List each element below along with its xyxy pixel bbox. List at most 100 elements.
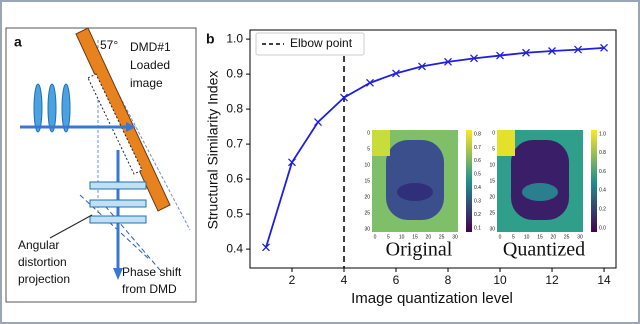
marker bbox=[314, 118, 322, 127]
inset-x-label: 0 bbox=[374, 234, 377, 240]
plot-area bbox=[249, 29, 617, 269]
inset-y-label: 25 bbox=[489, 210, 495, 216]
guide bbox=[99, 199, 161, 271]
colorbar-label: 0.7 bbox=[474, 145, 481, 151]
inset-x-label: 15 bbox=[412, 234, 418, 240]
colorbar-label: 0.5 bbox=[474, 172, 481, 178]
marker bbox=[392, 69, 400, 78]
x-tick-label: 14 bbox=[597, 273, 611, 287]
inset-y-label: 0 bbox=[367, 130, 370, 136]
loaded-image bbox=[87, 73, 143, 175]
inset-y-label: 20 bbox=[489, 194, 495, 200]
series-line bbox=[265, 46, 605, 248]
legend-label: Elbow point bbox=[290, 36, 353, 50]
colorbar-label: 0.3 bbox=[474, 198, 481, 204]
inset-x-label: 0 bbox=[499, 234, 502, 240]
distortion-label: projection bbox=[18, 272, 70, 286]
marker bbox=[522, 48, 530, 57]
inset-x-label: 30 bbox=[452, 234, 458, 240]
y-tick-label: 1.0 bbox=[226, 31, 243, 45]
colorbar bbox=[591, 130, 597, 232]
colorbar-label: 0.8 bbox=[474, 131, 481, 137]
inset-y-label: 15 bbox=[364, 178, 370, 184]
x-axis-title: Image quantization level bbox=[351, 290, 513, 307]
heatmap-region bbox=[386, 140, 444, 220]
marker bbox=[340, 93, 348, 102]
x-tick-label: 10 bbox=[493, 273, 507, 287]
lens bbox=[61, 83, 71, 133]
inset-x-label: 25 bbox=[564, 234, 570, 240]
inset-y-label: 10 bbox=[489, 162, 495, 168]
inset-y-label: 0 bbox=[492, 130, 495, 136]
marker bbox=[444, 57, 452, 66]
inset-x-label: 15 bbox=[537, 234, 543, 240]
inset-x-label: 25 bbox=[439, 234, 445, 240]
distortion-label: distortion bbox=[18, 255, 67, 269]
inset-y-label: 15 bbox=[489, 178, 495, 184]
colorbar-label: 0.8 bbox=[599, 150, 606, 156]
pointer bbox=[49, 214, 93, 239]
colorbar-label: 0.2 bbox=[599, 207, 606, 213]
heatmap-region bbox=[397, 183, 433, 201]
angle-label: 57° bbox=[100, 38, 118, 52]
inset-x-label: 30 bbox=[577, 234, 583, 240]
lens bbox=[33, 83, 43, 133]
y-tick-label: 0.9 bbox=[226, 66, 243, 80]
panel-b: b Image quantization level Structural Si… bbox=[205, 31, 513, 307]
inset-y-label: 25 bbox=[364, 210, 370, 216]
projection bbox=[89, 215, 147, 224]
heatmap-region bbox=[372, 130, 390, 156]
inset-x-label: 20 bbox=[426, 234, 432, 240]
y-tick-label: 0.6 bbox=[226, 171, 243, 185]
inset-x-label: 10 bbox=[399, 234, 405, 240]
panel-a: a 57° DMD#1 Loaded image Angular distort… bbox=[5, 27, 197, 303]
heatmap-region bbox=[522, 183, 558, 201]
colorbar-label: 0.6 bbox=[599, 169, 606, 175]
panel-label: a bbox=[14, 34, 22, 50]
dmd-label: image bbox=[130, 76, 163, 90]
inset-x-label: 20 bbox=[551, 234, 557, 240]
phase-label: Phase shift bbox=[122, 265, 182, 279]
colorbar-label: 0.4 bbox=[599, 188, 606, 194]
x-tick-label: 4 bbox=[341, 273, 348, 287]
distortion-label: Angular bbox=[18, 238, 59, 252]
projection bbox=[89, 199, 147, 208]
x-tick-label: 12 bbox=[545, 273, 559, 287]
lens bbox=[47, 83, 57, 133]
heatmap-region bbox=[497, 130, 515, 156]
inset-x-label: 10 bbox=[524, 234, 530, 240]
legend bbox=[255, 32, 365, 56]
projection bbox=[89, 181, 147, 190]
x-tick-label: 8 bbox=[445, 273, 452, 287]
marker bbox=[548, 47, 556, 55]
inset-y-label: 30 bbox=[489, 226, 495, 232]
inset-x-label: 5 bbox=[512, 234, 515, 240]
marker bbox=[574, 45, 582, 54]
marker bbox=[366, 78, 374, 87]
arrow-head bbox=[113, 268, 123, 280]
inset-x-label: 5 bbox=[387, 234, 390, 240]
marker bbox=[496, 51, 504, 60]
colorbar bbox=[466, 130, 472, 232]
inset-y-label: 5 bbox=[492, 146, 495, 152]
x-tick-label: 6 bbox=[393, 273, 400, 287]
y-tick-label: 0.7 bbox=[226, 136, 243, 150]
inset-label: Quantized bbox=[503, 239, 585, 261]
heatmap-region bbox=[511, 140, 569, 220]
marker bbox=[418, 62, 426, 71]
y-tick-label: 0.4 bbox=[226, 241, 243, 255]
inset-y-label: 20 bbox=[364, 194, 370, 200]
dmd-label: DMD#1 bbox=[130, 40, 171, 54]
y-tick-label: 0.5 bbox=[226, 206, 243, 220]
marker bbox=[600, 43, 608, 52]
y-tick-label: 0.8 bbox=[226, 101, 243, 115]
colorbar-label: 1.0 bbox=[599, 131, 606, 137]
marker bbox=[288, 158, 296, 167]
marker bbox=[262, 243, 270, 252]
panel-label: b bbox=[206, 31, 215, 47]
colorbar-label: 0.0 bbox=[599, 225, 606, 231]
x-tick-label: 2 bbox=[289, 273, 296, 287]
colorbar-label: 0.6 bbox=[474, 158, 481, 164]
inset-y-label: 30 bbox=[364, 226, 370, 232]
